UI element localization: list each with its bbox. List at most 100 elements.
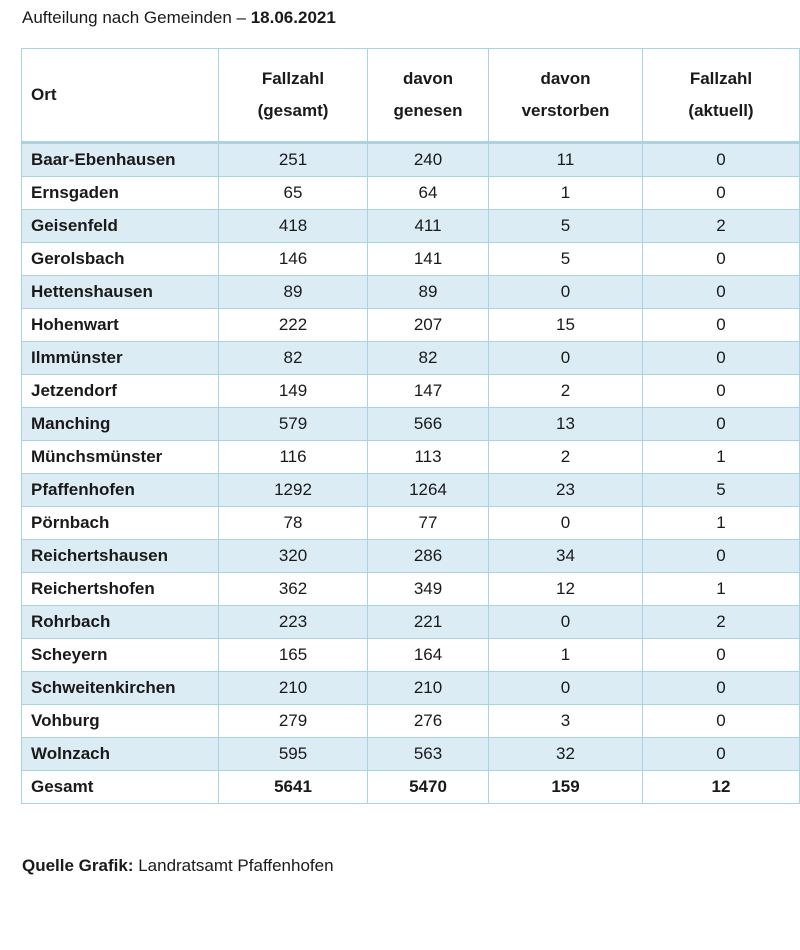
table-total-row: Gesamt 5641 5470 159 12	[21, 770, 800, 804]
cell-genesen: 286	[367, 539, 489, 573]
cell-fallzahl-aktuell: 5	[642, 473, 800, 507]
cell-fallzahl-gesamt: 116	[218, 440, 368, 474]
cell-ort: Scheyern	[21, 638, 219, 672]
cell-verstorben: 5	[488, 242, 643, 276]
cell-fallzahl-gesamt: 579	[218, 407, 368, 441]
column-header-ort: Ort	[21, 48, 219, 144]
table-row: Rohrbach 223 221 0 2	[21, 605, 800, 639]
table-body: Baar-Ebenhausen 251 240 11 0 Ernsgaden 65 64 1 0 G…	[21, 142, 800, 771]
cell-fallzahl-gesamt: 279	[218, 704, 368, 738]
total-verstorben: 159	[488, 770, 643, 804]
cell-fallzahl-aktuell: 0	[642, 704, 800, 738]
cell-fallzahl-aktuell: 2	[642, 209, 800, 243]
cell-genesen: 113	[367, 440, 489, 474]
cell-verstorben: 32	[488, 737, 643, 771]
page-title-prefix: Aufteilung nach Gemeinden –	[22, 8, 251, 27]
total-label: Gesamt	[21, 770, 219, 804]
cell-fallzahl-gesamt: 78	[218, 506, 368, 540]
table-row: Ilmmünster 82 82 0 0	[21, 341, 800, 375]
table-row: Wolnzach 595 563 32 0	[21, 737, 800, 771]
cell-fallzahl-aktuell: 1	[642, 440, 800, 474]
cell-verstorben: 13	[488, 407, 643, 441]
table-row: Hettenshausen 89 89 0 0	[21, 275, 800, 309]
cell-verstorben: 0	[488, 671, 643, 705]
cell-ort: Manching	[21, 407, 219, 441]
cell-fallzahl-aktuell: 1	[642, 506, 800, 540]
cell-fallzahl-aktuell: 0	[642, 308, 800, 342]
table-row: Vohburg 279 276 3 0	[21, 704, 800, 738]
page-title-date: 18.06.2021	[250, 8, 336, 27]
table-row: Münchsmünster 116 113 2 1	[21, 440, 800, 474]
table-row: Pfaffenhofen 1292 1264 23 5	[21, 473, 800, 507]
table-row: Baar-Ebenhausen 251 240 11 0	[21, 142, 800, 177]
cell-verstorben: 12	[488, 572, 643, 606]
column-header-verstorben: davon verstorben	[488, 48, 643, 144]
cell-genesen: 89	[367, 275, 489, 309]
cell-genesen: 82	[367, 341, 489, 375]
cell-fallzahl-gesamt: 82	[218, 341, 368, 375]
cell-ort: Pfaffenhofen	[21, 473, 219, 507]
cell-genesen: 210	[367, 671, 489, 705]
cell-verstorben: 2	[488, 440, 643, 474]
cell-fallzahl-aktuell: 0	[642, 374, 800, 408]
table-row: Ernsgaden 65 64 1 0	[21, 176, 800, 210]
table-row: Reichertshofen 362 349 12 1	[21, 572, 800, 606]
cell-fallzahl-aktuell: 0	[642, 638, 800, 672]
cell-verstorben: 5	[488, 209, 643, 243]
table-row: Reichertshausen 320 286 34 0	[21, 539, 800, 573]
cell-fallzahl-gesamt: 251	[218, 142, 368, 177]
cell-fallzahl-gesamt: 146	[218, 242, 368, 276]
cell-genesen: 207	[367, 308, 489, 342]
cell-genesen: 221	[367, 605, 489, 639]
column-header-fallzahl-gesamt: Fallzahl (gesamt)	[218, 48, 368, 144]
cell-fallzahl-gesamt: 210	[218, 671, 368, 705]
total-fallzahl-gesamt: 5641	[218, 770, 368, 804]
cell-verstorben: 15	[488, 308, 643, 342]
cell-genesen: 566	[367, 407, 489, 441]
source-label: Quelle Grafik:	[22, 856, 134, 875]
table-row: Pörnbach 78 77 0 1	[21, 506, 800, 540]
total-genesen: 5470	[367, 770, 489, 804]
cell-fallzahl-gesamt: 320	[218, 539, 368, 573]
total-fallzahl-aktuell: 12	[642, 770, 800, 804]
cell-genesen: 141	[367, 242, 489, 276]
cell-ort: Geisenfeld	[21, 209, 219, 243]
table-header-row: Ort Fallzahl (gesamt) davon genesen davon v…	[21, 48, 800, 144]
cell-fallzahl-gesamt: 362	[218, 572, 368, 606]
page-title: Aufteilung nach Gemeinden – 18.06.2021	[22, 8, 336, 28]
cell-verstorben: 0	[488, 275, 643, 309]
cell-fallzahl-aktuell: 0	[642, 242, 800, 276]
table-row: Hohenwart 222 207 15 0	[21, 308, 800, 342]
cell-fallzahl-aktuell: 0	[642, 671, 800, 705]
cell-fallzahl-aktuell: 0	[642, 142, 800, 177]
cell-fallzahl-aktuell: 1	[642, 572, 800, 606]
cell-fallzahl-gesamt: 222	[218, 308, 368, 342]
cell-genesen: 64	[367, 176, 489, 210]
cell-ort: Ilmmünster	[21, 341, 219, 375]
cell-genesen: 563	[367, 737, 489, 771]
cell-ort: Rohrbach	[21, 605, 219, 639]
cell-ort: Hettenshausen	[21, 275, 219, 309]
cell-ort: Hohenwart	[21, 308, 219, 342]
cell-genesen: 164	[367, 638, 489, 672]
cell-verstorben: 0	[488, 341, 643, 375]
cell-verstorben: 11	[488, 142, 643, 177]
cell-ort: Ernsgaden	[21, 176, 219, 210]
table-row: Geisenfeld 418 411 5 2	[21, 209, 800, 243]
cell-ort: Reichertshausen	[21, 539, 219, 573]
cell-ort: Schweitenkirchen	[21, 671, 219, 705]
cell-verstorben: 23	[488, 473, 643, 507]
cell-fallzahl-aktuell: 0	[642, 539, 800, 573]
cell-fallzahl-aktuell: 0	[642, 737, 800, 771]
cell-verstorben: 0	[488, 605, 643, 639]
source-note: Quelle Grafik: Landratsamt Pfaffenhofen	[22, 856, 334, 876]
cell-fallzahl-aktuell: 2	[642, 605, 800, 639]
cell-verstorben: 2	[488, 374, 643, 408]
cell-genesen: 276	[367, 704, 489, 738]
cell-ort: Pörnbach	[21, 506, 219, 540]
cell-fallzahl-gesamt: 149	[218, 374, 368, 408]
cell-fallzahl-aktuell: 0	[642, 407, 800, 441]
cell-genesen: 77	[367, 506, 489, 540]
cell-verstorben: 1	[488, 638, 643, 672]
